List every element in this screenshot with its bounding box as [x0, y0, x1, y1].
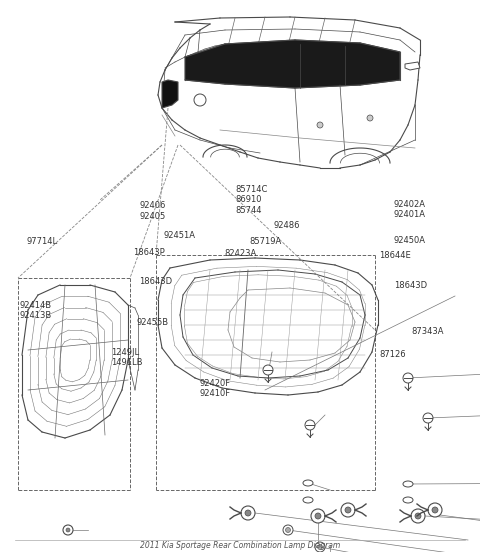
Text: 92451A: 92451A	[163, 231, 195, 240]
Circle shape	[305, 420, 315, 430]
Text: 2011 Kia Sportage Rear Combination Lamp Diagram: 2011 Kia Sportage Rear Combination Lamp …	[140, 540, 340, 549]
Text: 18643D: 18643D	[394, 282, 427, 290]
Circle shape	[432, 507, 438, 513]
Text: 1249JL
1491LB: 1249JL 1491LB	[111, 348, 143, 368]
Circle shape	[283, 525, 293, 535]
Circle shape	[341, 503, 355, 517]
Text: 85714C
86910
85744: 85714C 86910 85744	[235, 185, 267, 215]
Ellipse shape	[303, 480, 313, 486]
Circle shape	[63, 525, 73, 535]
Ellipse shape	[403, 497, 413, 503]
Text: 85719A: 85719A	[250, 237, 282, 246]
Circle shape	[315, 513, 321, 519]
Circle shape	[245, 510, 251, 516]
Text: 92420F
92410F: 92420F 92410F	[199, 379, 230, 399]
Circle shape	[411, 509, 425, 523]
Polygon shape	[405, 62, 420, 70]
Text: 92455B: 92455B	[137, 319, 169, 327]
Circle shape	[403, 373, 413, 383]
Text: 18644E: 18644E	[379, 251, 411, 259]
Circle shape	[315, 542, 325, 552]
Text: 92406
92405: 92406 92405	[139, 201, 166, 221]
Text: 92486: 92486	[274, 221, 300, 230]
Ellipse shape	[303, 497, 313, 503]
Polygon shape	[162, 80, 178, 108]
Text: 87343A: 87343A	[412, 327, 444, 336]
Circle shape	[345, 507, 351, 513]
Circle shape	[311, 509, 325, 523]
Circle shape	[423, 413, 433, 423]
Circle shape	[241, 506, 255, 520]
Polygon shape	[185, 40, 400, 88]
Ellipse shape	[403, 481, 413, 487]
Text: 18643D: 18643D	[139, 277, 172, 286]
Text: 18643P: 18643P	[133, 248, 165, 257]
Circle shape	[317, 544, 323, 549]
Text: 92402A
92401A: 92402A 92401A	[394, 200, 426, 220]
Circle shape	[428, 503, 442, 517]
Circle shape	[317, 122, 323, 128]
Circle shape	[263, 365, 273, 375]
Circle shape	[66, 528, 70, 532]
Circle shape	[415, 513, 421, 519]
Text: 87126: 87126	[379, 350, 406, 359]
Circle shape	[194, 94, 206, 106]
Text: 97714L: 97714L	[26, 237, 58, 246]
Text: 82423A: 82423A	[225, 250, 257, 258]
Circle shape	[286, 528, 290, 533]
Circle shape	[367, 115, 373, 121]
Text: 92414B
92413B: 92414B 92413B	[19, 300, 51, 320]
Text: 92450A: 92450A	[394, 236, 426, 245]
